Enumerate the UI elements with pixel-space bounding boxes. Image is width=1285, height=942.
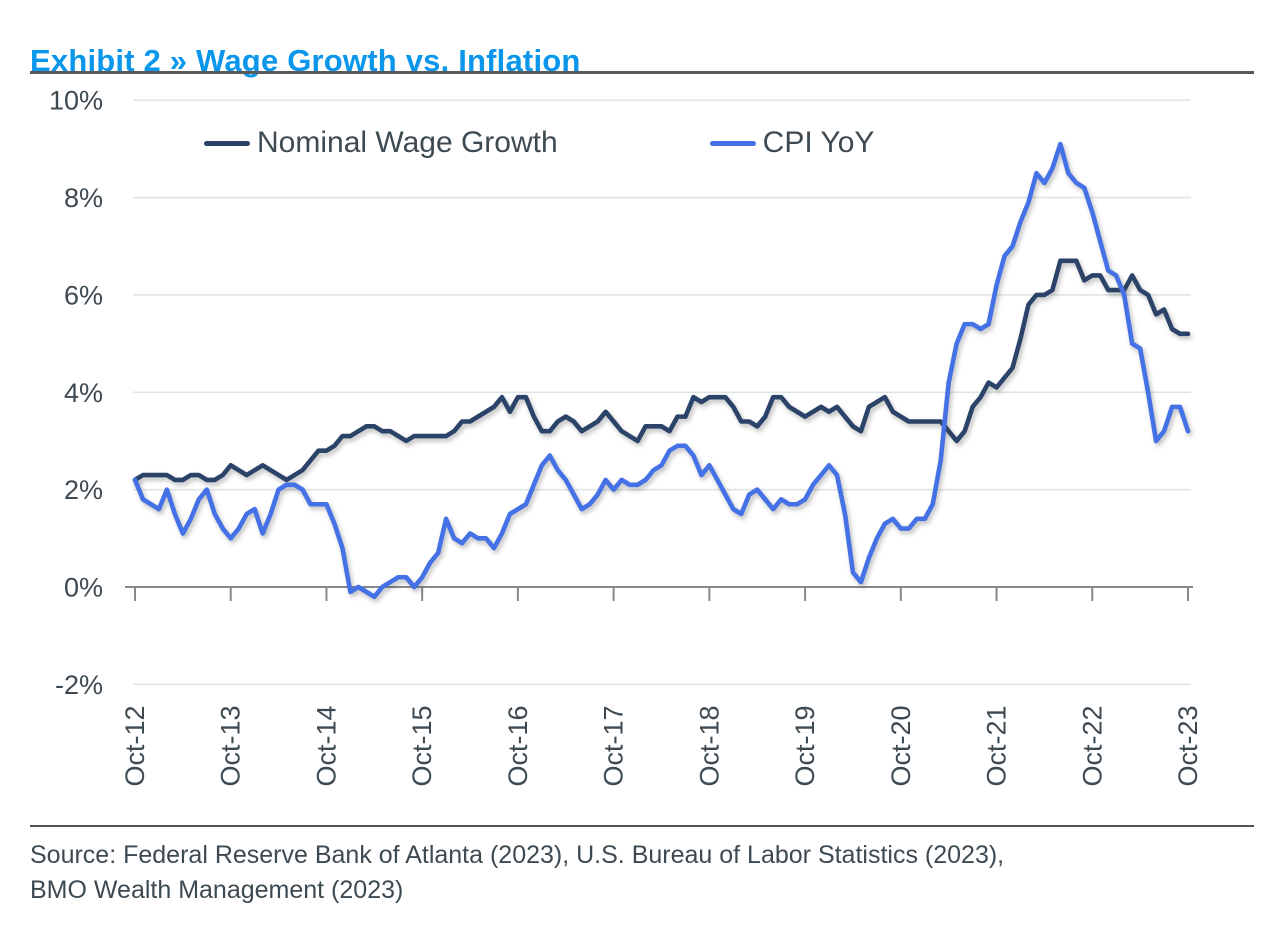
- source-line-1: Source: Federal Reserve Bank of Atlanta …: [30, 841, 1005, 869]
- cpi-line-swatch: [709, 140, 756, 146]
- source-line-2: BMO Wealth Management (2023): [30, 876, 404, 904]
- title-divider: [30, 71, 1254, 74]
- chart-legend: Nominal Wage Growth CPI YoY: [204, 126, 874, 160]
- legend-item-wage-growth: Nominal Wage Growth: [204, 126, 558, 160]
- x-tick-label: Oct-23: [1173, 705, 1203, 786]
- wage-growth-line: [132, 258, 1191, 483]
- legend-item-cpi: CPI YoY: [709, 126, 875, 160]
- y-tick-label: 2%: [64, 475, 103, 505]
- x-tick-label: Oct-17: [599, 705, 629, 786]
- source-note: Source: Federal Reserve Bank of Atlanta …: [30, 838, 1004, 908]
- y-tick-label: 8%: [64, 183, 103, 213]
- x-tick-label: Oct-14: [311, 705, 341, 786]
- x-tick-label: Oct-12: [120, 705, 150, 786]
- x-tick-label: Oct-21: [982, 705, 1012, 786]
- footer-divider: [30, 825, 1254, 827]
- y-tick-label: 6%: [64, 280, 103, 310]
- y-tick-label: 10%: [49, 86, 103, 116]
- cpi-line: [132, 141, 1191, 600]
- y-tick-label: 4%: [64, 378, 103, 408]
- x-tick-label: Oct-19: [790, 705, 820, 786]
- legend-label-wage-growth: Nominal Wage Growth: [257, 126, 558, 159]
- x-tick-label: Oct-18: [694, 705, 724, 786]
- legend-label-cpi: CPI YoY: [762, 126, 875, 159]
- x-tick-label: Oct-20: [886, 705, 916, 786]
- x-tick-label: Oct-22: [1077, 705, 1107, 786]
- y-tick-label: -2%: [55, 670, 103, 700]
- y-tick-label: 0%: [64, 573, 103, 603]
- x-tick-label: Oct-16: [503, 705, 533, 786]
- x-tick-label: Oct-15: [407, 705, 437, 786]
- x-tick-label: Oct-13: [216, 705, 246, 786]
- wage-growth-line-swatch: [204, 140, 250, 146]
